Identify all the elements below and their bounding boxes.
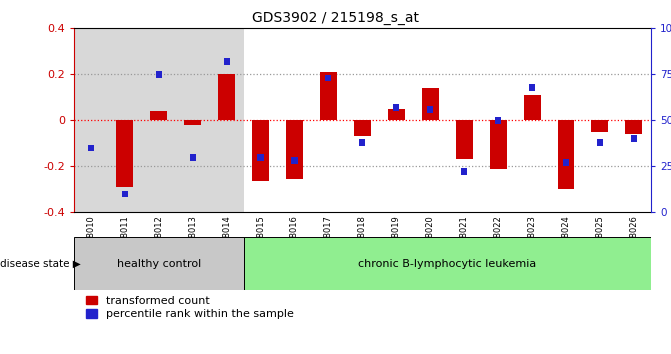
Bar: [456, 120, 472, 159]
Bar: [74, 237, 244, 290]
Bar: [244, 237, 651, 290]
Bar: [74, 28, 108, 212]
Bar: [631, 135, 637, 142]
Bar: [156, 71, 162, 78]
Bar: [558, 120, 574, 189]
Text: healthy control: healthy control: [117, 259, 201, 269]
Text: disease state ▶: disease state ▶: [0, 259, 81, 269]
Bar: [529, 84, 535, 91]
Bar: [393, 104, 399, 111]
Bar: [116, 120, 134, 187]
Bar: [184, 120, 201, 125]
Bar: [563, 159, 569, 166]
Bar: [413, 28, 447, 212]
Bar: [244, 28, 278, 212]
Bar: [354, 120, 371, 137]
Bar: [388, 109, 405, 120]
Text: chronic B-lymphocytic leukemia: chronic B-lymphocytic leukemia: [358, 259, 536, 269]
Bar: [278, 28, 311, 212]
Bar: [142, 28, 176, 212]
Bar: [597, 139, 603, 146]
Bar: [481, 28, 515, 212]
Bar: [108, 28, 142, 212]
Bar: [495, 117, 501, 124]
Bar: [258, 154, 264, 161]
Bar: [190, 154, 196, 161]
Bar: [320, 72, 337, 120]
Bar: [549, 28, 583, 212]
Bar: [359, 139, 366, 146]
Bar: [591, 120, 609, 132]
Bar: [427, 106, 433, 113]
Bar: [209, 28, 244, 212]
Bar: [325, 75, 331, 81]
Bar: [617, 28, 651, 212]
Bar: [121, 190, 127, 198]
Bar: [583, 28, 617, 212]
Bar: [150, 111, 167, 120]
Bar: [461, 169, 467, 175]
Bar: [311, 28, 346, 212]
Bar: [218, 74, 235, 120]
Bar: [286, 120, 303, 179]
Bar: [88, 144, 94, 152]
Bar: [515, 28, 549, 212]
Legend: transformed count, percentile rank within the sample: transformed count, percentile rank withi…: [86, 296, 294, 319]
Bar: [291, 158, 297, 164]
Bar: [176, 28, 209, 212]
Bar: [490, 120, 507, 169]
Bar: [346, 28, 379, 212]
Bar: [523, 95, 541, 120]
Bar: [422, 88, 439, 120]
Bar: [223, 58, 229, 65]
Bar: [379, 28, 413, 212]
Bar: [447, 28, 481, 212]
Bar: [625, 120, 642, 134]
Text: GDS3902 / 215198_s_at: GDS3902 / 215198_s_at: [252, 11, 419, 25]
Bar: [252, 120, 269, 181]
